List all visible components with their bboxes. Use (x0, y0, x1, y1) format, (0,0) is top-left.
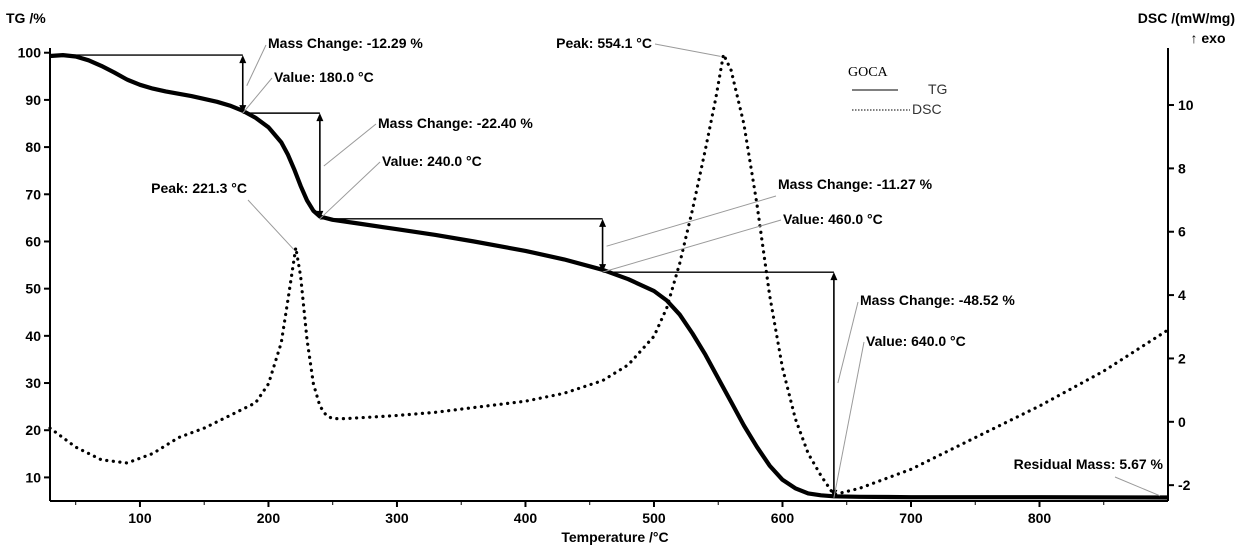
y-right-tick-label--2: -2 (1178, 477, 1191, 493)
y-left-tick-label-30: 30 (25, 375, 41, 391)
y-left-tick-label-60: 60 (25, 233, 41, 249)
y-right-tick-label-0: 0 (1178, 414, 1186, 430)
y-left-tick-label-50: 50 (25, 281, 41, 297)
peak-leader-2 (654, 43, 721, 57)
residual-leader (1114, 476, 1161, 497)
x-tick-label-500: 500 (642, 510, 666, 526)
x-tick-label-800: 800 (1028, 510, 1052, 526)
y-right-axis-sublabel: ↑ exo (1190, 30, 1225, 46)
legend: GOCA TG DSC (848, 65, 947, 117)
mass-change-label-4: Mass Change: -48.52 % (860, 292, 1015, 308)
mass-change-leader-2 (323, 123, 377, 167)
y-right-tick-label-2: 2 (1178, 350, 1186, 366)
annotations-group: Mass Change: -12.29 % Mass Change: -22.40… (151, 35, 1164, 498)
peak-leader-1 (247, 199, 295, 250)
value-label-1: Value: 180.0 °C (274, 69, 374, 85)
peak-label-1: Peak: 221.3 °C (151, 180, 247, 196)
y-right-tick-label-6: 6 (1178, 224, 1186, 240)
mass-change-arrowhead-up-2 (316, 113, 324, 122)
x-axis-title: Temperature /°C (561, 529, 668, 545)
mass-change-label-1: Mass Change: -12.29 % (268, 35, 423, 51)
legend-title: GOCA (848, 65, 889, 80)
residual-mass-label: Residual Mass: 5.67 % (1014, 456, 1164, 472)
value-leader-2 (319, 161, 381, 220)
mass-change-label-2: Mass Change: -22.40 % (378, 115, 533, 131)
legend-tg-label: TG (928, 81, 947, 97)
axis-ticks-group: 100 200 300 400 500 600 700 8001020304050607080… (18, 45, 1194, 526)
x-tick-label-300: 300 (385, 510, 409, 526)
y-left-tick-label-100: 100 (18, 45, 42, 61)
y-left-axis-title: TG /% (6, 10, 46, 26)
x-tick-label-600: 600 (771, 510, 795, 526)
y-left-tick-label-80: 80 (25, 139, 41, 155)
mass-change-guides-group (50, 54, 838, 498)
mass-change-arrowhead-up-1 (239, 55, 247, 64)
mass-change-leader-4 (837, 301, 859, 384)
mass-change-leader-1 (246, 44, 267, 86)
y-left-tick-label-40: 40 (25, 328, 41, 344)
mass-change-arrowhead-up-4 (830, 272, 838, 281)
value-label-2: Value: 240.0 °C (382, 153, 482, 169)
x-tick-label-200: 200 (257, 510, 281, 526)
y-right-tick-label-8: 8 (1178, 160, 1186, 176)
value-leader-4 (833, 341, 865, 498)
legend-dsc-label: DSC (912, 101, 942, 117)
x-tick-label-400: 400 (514, 510, 538, 526)
mass-change-label-3: Mass Change: -11.27 % (778, 176, 933, 192)
y-left-tick-label-10: 10 (25, 469, 41, 485)
y-right-tick-label-4: 4 (1178, 287, 1186, 303)
y-right-axis-title: DSC /(mW/mg) (1138, 10, 1235, 26)
value-label-4: Value: 640.0 °C (866, 333, 966, 349)
series-line-dsc (48, 49, 1170, 497)
y-left-tick-label-90: 90 (25, 92, 41, 108)
y-right-tick-label-10: 10 (1178, 97, 1194, 113)
mass-change-leader-3 (606, 195, 777, 247)
x-tick-label-700: 700 (899, 510, 923, 526)
peak-label-2: Peak: 554.1 °C (556, 35, 652, 51)
x-tick-label-100: 100 (128, 510, 152, 526)
value-leader-1 (242, 77, 273, 114)
mass-change-arrowhead-up-3 (599, 218, 607, 227)
y-left-tick-label-70: 70 (25, 186, 41, 202)
series-line-tg (49, 53, 1169, 500)
value-leader-3 (602, 219, 782, 273)
series-group (48, 49, 1170, 500)
value-label-3: Value: 460.0 °C (783, 211, 883, 227)
y-left-tick-label-20: 20 (25, 422, 41, 438)
